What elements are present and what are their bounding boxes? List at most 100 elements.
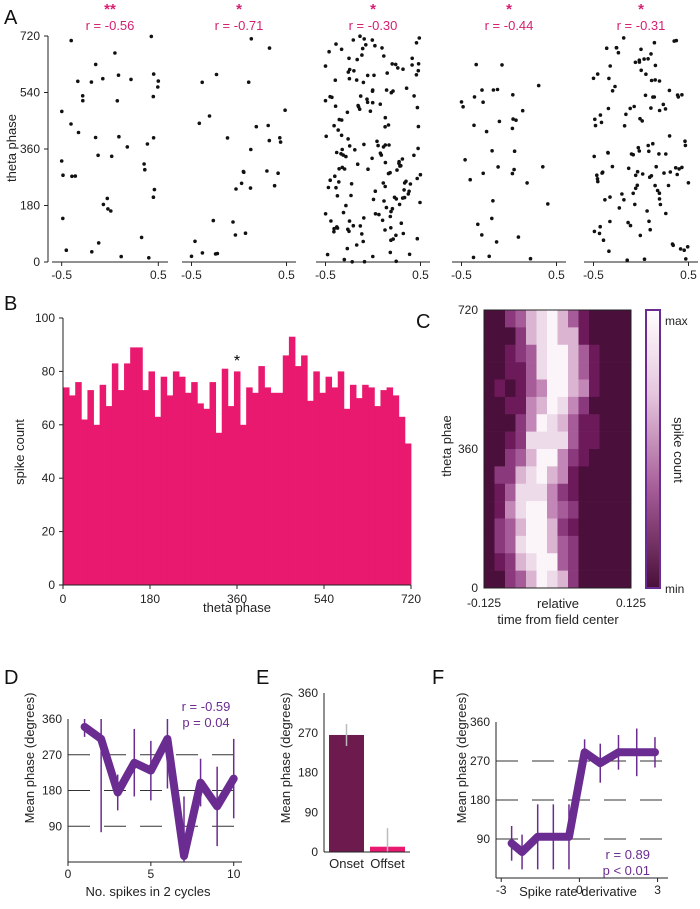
panel-a-point <box>337 117 342 122</box>
panel-c-cell <box>589 449 600 467</box>
panel-a-point <box>69 38 73 43</box>
panel-a-point <box>385 71 390 75</box>
panel-c-cell <box>568 466 579 485</box>
panel-f-xtick-label: 0 <box>576 883 583 897</box>
panel-a-point <box>69 122 73 126</box>
panel-b-bar <box>276 392 284 585</box>
panel-c-cell <box>484 535 495 554</box>
panel-b-bar <box>368 387 375 585</box>
panel-c-cell <box>536 553 548 571</box>
panel-a-point <box>664 152 668 156</box>
panel-a-point <box>372 73 376 78</box>
panel-a-point <box>491 199 495 203</box>
panel-c-cell <box>589 344 600 363</box>
panel-a-point <box>336 128 341 132</box>
panel-c-cell <box>557 362 569 380</box>
panel-d-ytick-label: 90 <box>49 819 63 833</box>
panel-c-cell <box>526 362 537 380</box>
panel-a-point <box>390 206 395 211</box>
panel-c-xtick-left: -0.125 <box>467 596 501 610</box>
panel-a-point <box>682 248 686 252</box>
panel-a-point <box>399 221 404 225</box>
panel-a-point <box>333 78 338 82</box>
panel-a-point <box>76 130 81 135</box>
panel-a-point <box>189 254 194 259</box>
panel-b-bar <box>331 387 339 585</box>
panel-a-point <box>599 120 604 125</box>
panel-a-point <box>381 145 386 149</box>
panel-a-point <box>197 121 202 126</box>
panel-a-point <box>243 231 248 235</box>
panel-c-cell <box>568 553 579 571</box>
panel-c-cell <box>536 501 548 519</box>
panel-c-cell <box>599 449 611 467</box>
panel-d-stat-r: r = -0.59 <box>182 699 231 714</box>
panel-a-point <box>528 256 533 261</box>
panel-c-cell <box>557 310 569 328</box>
panel-c-cell <box>536 466 548 485</box>
panel-a-point <box>347 219 352 223</box>
panel-c-cell <box>536 414 548 432</box>
panel-c-cell <box>494 344 506 363</box>
panel-a-point <box>633 186 638 191</box>
panel-a-point <box>487 254 492 259</box>
panel-c-cell <box>610 344 621 363</box>
panel-a-point <box>593 123 598 128</box>
panel-c-cell <box>599 310 611 328</box>
panel-a-point <box>151 72 156 76</box>
panel-c-cell <box>536 379 548 398</box>
panel-a-point <box>368 109 373 113</box>
panel-a-point <box>647 219 651 224</box>
panel-a-point <box>597 231 602 236</box>
panel-a-point <box>404 86 409 90</box>
panel-d-line: Mean phase (degrees) No. spikes in 2 cyc… <box>22 693 242 899</box>
panel-a-point <box>96 241 101 245</box>
panel-a-point <box>370 88 375 92</box>
panel-a-point <box>109 209 113 213</box>
panel-c-cell <box>557 518 569 537</box>
panel-b-bar <box>380 390 387 585</box>
panel-a-point <box>614 45 619 50</box>
panel-c-cell <box>599 518 611 537</box>
panel-b-bar <box>233 371 241 585</box>
panel-a-point <box>323 98 328 103</box>
panel-c-cell <box>568 501 579 519</box>
panel-a-point <box>416 124 421 129</box>
panel-c-cell <box>599 362 611 380</box>
panel-c-cell <box>589 570 600 589</box>
panel-c-cell <box>589 431 600 450</box>
panel-b-xtick-label: 180 <box>140 592 160 606</box>
panel-c-cell <box>526 501 537 519</box>
panel-c-cell <box>515 362 527 380</box>
panel-a-point <box>652 40 657 45</box>
panel-a-point <box>649 78 654 83</box>
panel-a-point <box>491 88 496 92</box>
panel-d-ytick-label: 360 <box>42 712 62 726</box>
panel-e-ytick-label: 270 <box>298 726 318 740</box>
panel-b-bar <box>75 382 82 585</box>
panel-b-bar <box>117 390 125 585</box>
panel-a-point <box>81 98 85 103</box>
panel-c-cell <box>557 396 569 415</box>
panel-a-point <box>606 106 611 111</box>
panel-a-xtick-label: 0.5 <box>278 268 295 282</box>
panel-c-cell <box>578 518 590 537</box>
panel-a-point <box>96 153 100 158</box>
panel-c-cell <box>515 466 527 485</box>
panel-a-point <box>93 135 98 140</box>
panel-b-bar <box>93 424 101 585</box>
panel-b-bar <box>288 336 296 585</box>
panel-a-point <box>325 252 330 257</box>
panel-a-point <box>683 139 687 143</box>
panel-b-bar <box>246 387 253 585</box>
panel-a-point <box>347 56 351 61</box>
panel-c-cell <box>547 501 558 519</box>
panel-c-cell <box>494 431 506 450</box>
panel-c-cell <box>505 379 516 398</box>
panel-b-significance: * <box>234 353 240 370</box>
panel-f-stat-r: r = 0.89 <box>606 847 650 862</box>
panel-a-point <box>601 238 606 242</box>
panel-b-bar <box>356 398 363 585</box>
panel-a-point <box>657 79 662 83</box>
panel-b-ytick-label: 40 <box>42 471 56 485</box>
